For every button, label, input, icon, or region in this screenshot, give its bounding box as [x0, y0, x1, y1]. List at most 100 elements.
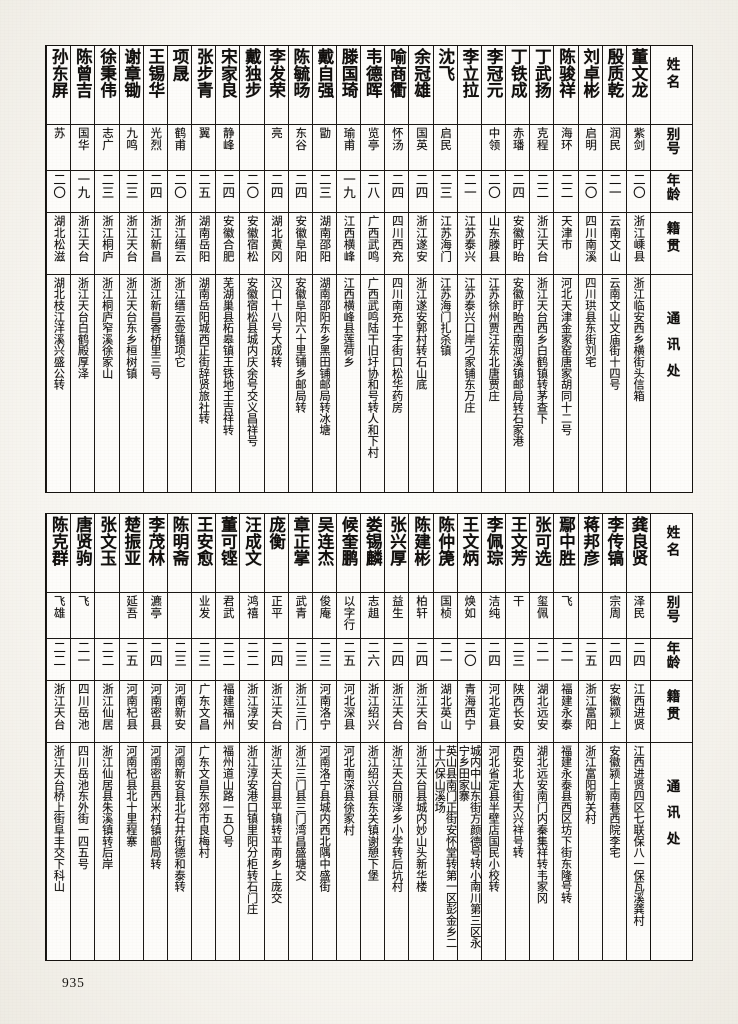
name-text: 徐秉伟 — [97, 48, 117, 99]
origin-text: 浙江天台 — [270, 683, 285, 730]
age-text: 二四 — [485, 641, 501, 667]
age-text: 二四 — [268, 641, 284, 667]
origin-text: 湖北远安 — [535, 683, 550, 730]
cell-alias: 览亭 — [361, 124, 385, 170]
cell-alias: 武青 — [288, 592, 312, 638]
cell-address: 河北南深县徐家村 — [336, 742, 361, 960]
row-label-origin: 籍贯 — [651, 680, 692, 742]
age-text: 二四 — [389, 173, 405, 199]
cell-origin: 浙江新昌 — [143, 212, 167, 274]
person-column: 陈仲箎 国桢 二一 湖北英山 英山县南门正街安怀堂转第一区彭金乡二十六保山溪场 — [432, 514, 457, 960]
address-text: 河南密县西米村镇邮局转 — [149, 745, 162, 870]
origin-text: 河南洛宁 — [318, 683, 333, 730]
address-text: 河南杞县北十里程寨 — [124, 745, 138, 847]
cell-address: 湖北枝江洋溪兴盛公转 — [47, 274, 71, 492]
address-text: 浙江三门县三门湾昌盛塘交 — [293, 745, 307, 881]
cell-age: 二四 — [481, 638, 506, 680]
person-column: 汪成文 鸿禧 二二 浙江淳安 浙江淳安港口镇里阳分柜转石门庄 — [239, 514, 264, 960]
name-text: 李发荣 — [266, 48, 286, 99]
name-text: 韦德晖 — [363, 48, 383, 99]
name-text: 项晟 — [170, 48, 190, 82]
name-text: 戴独步 — [242, 48, 262, 99]
cell-alias: 国英 — [409, 124, 433, 170]
person-column: 张文玉 二二 浙江仙居 浙江仙居县朱溪镇转后岸 — [94, 514, 119, 960]
person-column: 陈建彬 柏轩 二四 浙江天台 浙江天台县城内妙山头新华楼 — [408, 514, 433, 960]
cell-age: 二四 — [143, 638, 167, 680]
cell-address: 浙江缙云壶镇项它 — [167, 274, 192, 492]
age-text: 二一 — [75, 641, 91, 667]
address-text: 浙江天台县城内妙山头新华楼 — [414, 745, 428, 893]
age-text: 二四 — [268, 173, 284, 199]
cell-address: 英山县南门正街安怀堂转第一区彭金乡二十六保山溪场 — [433, 742, 457, 960]
age-text: 二五 — [582, 641, 598, 667]
cell-name: 戴独步 — [240, 46, 263, 124]
cell-alias: 东谷 — [288, 124, 312, 170]
cell-alias: 静峰 — [216, 124, 240, 170]
cell-alias: 焕如 — [457, 592, 481, 638]
cell-address: 江苏泰兴口岸刁家铺东万庄 — [457, 274, 481, 492]
cell-alias: 飞 — [554, 592, 578, 638]
cell-address: 芜湖巢县柘皋镇王铁地王吉祥转 — [216, 274, 240, 492]
alias-text: 光烈 — [149, 127, 164, 151]
person-column: 戴独步 二〇 安徽宿松 安徽宿松县城内庆余号交义昌祥号 — [239, 46, 264, 492]
cell-name: 王锡华 — [144, 46, 167, 124]
cell-age: 二一 — [457, 170, 481, 212]
cell-alias: 干 — [506, 592, 530, 638]
origin-text: 江西横峰 — [342, 215, 357, 262]
cell-origin: 青海西宁 — [457, 680, 481, 742]
address-text: 西安北大街天兴祥号转 — [511, 745, 525, 859]
row-label-address: 通讯处 — [651, 274, 692, 492]
cell-alias: 业发 — [192, 592, 216, 638]
cell-age: 二四 — [288, 170, 312, 212]
cell-age: 二三 — [312, 170, 336, 212]
cell-address: 浙江新昌香桥里三号 — [143, 274, 167, 492]
origin-text: 江苏泰兴 — [463, 215, 478, 262]
cell-name: 陈建彬 — [409, 514, 432, 592]
alias-text: 鸿禧 — [245, 595, 260, 619]
address-text: 福州道山路一五〇号 — [221, 745, 235, 847]
cell-address: 城内中山东街方颜德号转小南川第三区永宁乡田家寨 — [457, 742, 481, 960]
name-text: 孙东屏 — [49, 48, 69, 99]
cell-origin: 浙江天台 — [409, 680, 433, 742]
cell-alias: 柏轩 — [409, 592, 433, 638]
alias-text: 启民 — [439, 127, 454, 151]
cell-alias: 亮 — [264, 124, 288, 170]
person-column: 候奎鹏 以字行 二五 河北深县 河北南深县徐家村 — [335, 514, 361, 960]
cell-address: 湖南邵阳东乡黑田铺邮局转冰塘 — [312, 274, 336, 492]
row-label-text: 年龄 — [663, 641, 680, 670]
cell-age: 二四 — [385, 170, 409, 212]
address-text: 汉口十八号大成转 — [269, 277, 283, 368]
cell-origin: 河南密县 — [143, 680, 167, 742]
cell-alias: 海环 — [554, 124, 578, 170]
name-text: 宋家良 — [218, 48, 238, 99]
cell-name: 李传镐 — [603, 514, 626, 592]
row-label-text: 年龄 — [663, 173, 680, 202]
origin-text: 浙江天台 — [390, 683, 405, 730]
age-text: 二三 — [171, 641, 187, 667]
cell-name: 丁铁成 — [506, 46, 529, 124]
cell-name: 楚振亚 — [120, 514, 143, 592]
cell-origin: 浙江缙云 — [167, 212, 192, 274]
row-label-text: 别号 — [663, 127, 680, 156]
alias-text: 洁纯 — [487, 595, 502, 619]
origin-text: 浙江三门 — [294, 683, 309, 730]
address-text: 浙江缙云壶镇项它 — [173, 277, 187, 368]
person-column: 王锡华 光烈 二四 浙江新昌 浙江新昌香桥里三号 — [142, 46, 167, 492]
origin-text: 湖北松滋 — [52, 215, 67, 262]
cell-name: 陈毓旸 — [289, 46, 312, 124]
cell-origin: 陕西长安 — [506, 680, 530, 742]
cell-alias: 正平 — [264, 592, 288, 638]
cell-age: 二五 — [336, 638, 361, 680]
cell-origin: 四川岳池 — [71, 680, 95, 742]
cell-age: 二四 — [216, 170, 240, 212]
age-text: 二一 — [606, 173, 622, 199]
person-column: 李佩琮 洁纯 二四 河北定县 河北省定县半壁店国民小校转 — [480, 514, 506, 960]
cell-age: 二三 — [433, 170, 457, 212]
cell-origin: 山东滕县 — [481, 212, 506, 274]
person-column: 滕国琦 瑜甫 一九 江西横峰 江西横峰县莲荷乡 — [335, 46, 361, 492]
cell-name: 娄锡麟 — [361, 514, 384, 592]
person-column: 李发荣亮二四 湖北黄冈 汉口十八号大成转 — [263, 46, 288, 492]
row-label-text: 姓名 — [663, 525, 680, 561]
person-column: 章正掌 武青 二三 浙江三门 浙江三门县三门湾昌盛塘交 — [287, 514, 312, 960]
cell-name: 殷质乾 — [603, 46, 626, 124]
